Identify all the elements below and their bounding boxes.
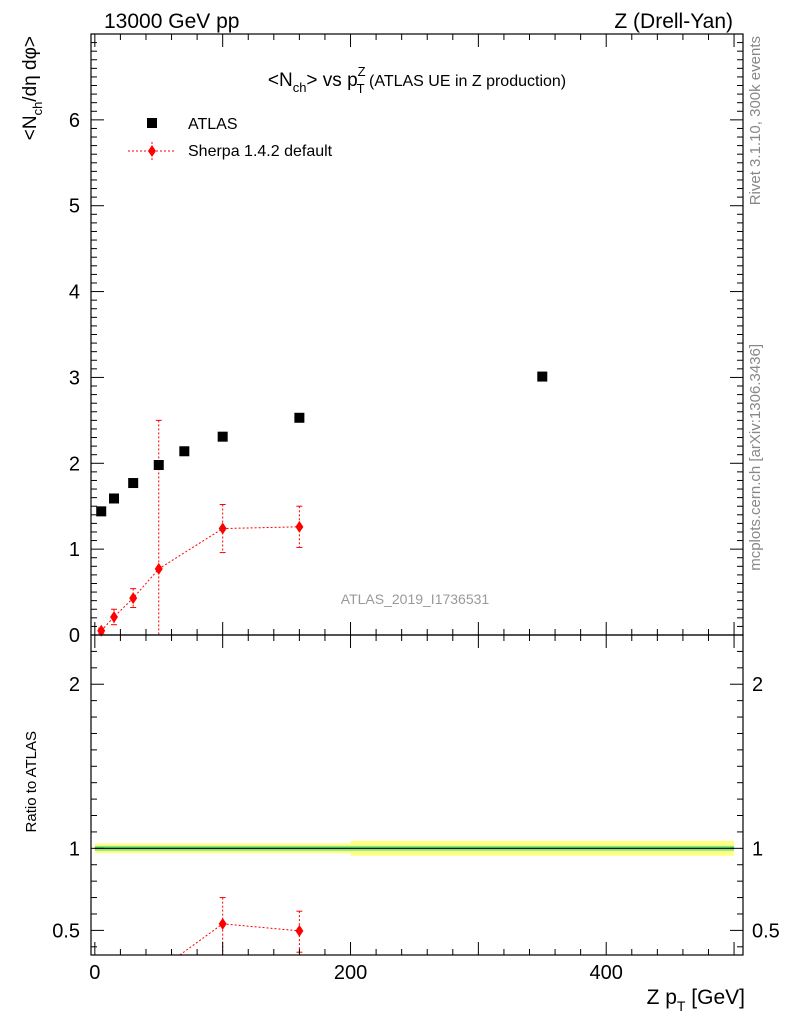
sherpa-point [154, 562, 163, 575]
lower-xtick-labels: 0 200 400 [89, 962, 623, 984]
lower-ticks [91, 635, 743, 955]
atlas-point [217, 431, 228, 442]
sherpa-point [218, 522, 227, 535]
upper-ytick-label: 1 [69, 539, 80, 561]
legend-marker-atlas [147, 118, 157, 128]
upper-ticks [91, 33, 743, 636]
upper-ytick-label: 5 [69, 196, 80, 218]
atlas-point [179, 446, 190, 457]
side-label-rivet: Rivet 3.1.10, 300k events [747, 36, 764, 205]
lower-ytick-label: 2 [69, 674, 80, 696]
ratio-point [218, 917, 227, 930]
upper-ytick-label: 4 [69, 282, 80, 304]
lower-ytick-labels: 0.5 0.5 1 1 2 2 [52, 674, 780, 942]
ratio-line-in [179, 923, 223, 956]
legend-label-atlas: ATLAS [188, 116, 238, 133]
lower-ytick-label-right: 2 [752, 674, 763, 696]
lower-ylabel: Ratio to ATLAS [23, 731, 40, 832]
side-label-mcplots: mcplots.cern.ch [arXiv:1306.3436] [747, 344, 764, 571]
sherpa-point [295, 520, 304, 533]
atlas-point [128, 478, 139, 489]
lower-xlabel: Z pT [GeV] [647, 986, 745, 1014]
legend-label-sherpa: Sherpa 1.4.2 default [188, 143, 333, 160]
lower-data-marks [179, 897, 304, 956]
upper-ytick-label: 6 [69, 110, 80, 132]
lower-frame [90, 634, 744, 956]
analysis-watermark: ATLAS_2019_I1736531 [341, 591, 490, 607]
lower-ytick-label: 1 [69, 838, 80, 860]
atlas-point [537, 371, 548, 382]
lower-xtick-label: 0 [89, 962, 100, 984]
sherpa-point [97, 624, 106, 637]
upper-panel: 0 1 2 3 4 5 6 <Nch> vs pZ T (ATLAS UE in Z prod… [20, 33, 744, 647]
sherpa-line [100, 526, 300, 632]
legend: ATLAS Sherpa 1.4.2 default [128, 116, 333, 160]
upper-data-marks [96, 371, 548, 637]
sherpa-point [110, 610, 119, 623]
atlas-point [153, 460, 164, 471]
sherpa-point [129, 592, 138, 605]
upper-ytick-label: 0 [69, 625, 80, 647]
upper-ytick-label: 3 [69, 367, 80, 389]
lower-xtick-label: 200 [334, 962, 367, 984]
plot-title: <Nch> vs pZ T (ATLAS UE in Z production) [268, 64, 566, 96]
lower-panel: 0.5 0.5 1 1 2 2 0 200 400 Ratio to ATLAS Z pT [… [23, 634, 780, 1014]
lower-ytick-label: 0.5 [52, 920, 80, 942]
ratio-point [295, 924, 304, 937]
lower-ytick-label-right: 0.5 [752, 920, 780, 942]
upper-ytick-labels: 0 1 2 3 4 5 6 [69, 110, 80, 647]
lower-xtick-label: 400 [590, 962, 623, 984]
atlas-point [96, 506, 107, 517]
upper-ylabel: <Nch/dη dφ> [20, 36, 45, 140]
ratio-line [222, 923, 300, 932]
atlas-point [294, 412, 305, 423]
legend-marker-sherpa [148, 145, 156, 157]
header-right: Z (Drell-Yan) [614, 10, 733, 33]
lower-ytick-label-right: 1 [752, 838, 763, 860]
upper-ytick-label: 2 [69, 453, 80, 475]
header-left: 13000 GeV pp [104, 10, 239, 33]
atlas-point [109, 493, 120, 504]
